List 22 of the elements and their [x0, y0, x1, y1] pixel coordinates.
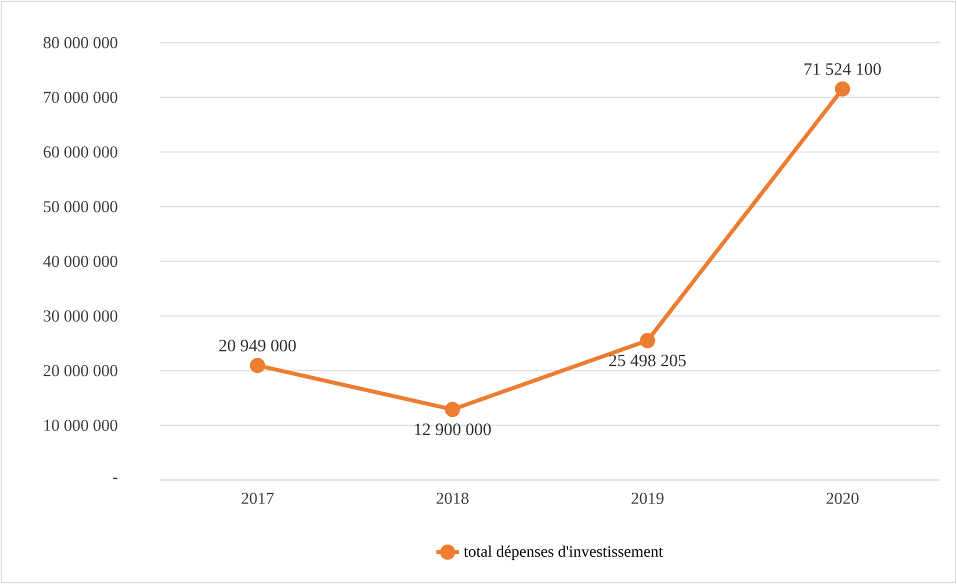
y-tick-label: 30 000 000	[44, 310, 118, 322]
y-tick-label: 60 000 000	[44, 146, 118, 158]
point	[250, 358, 266, 374]
point	[834, 81, 850, 97]
x-tick-label: 2020	[826, 492, 859, 504]
x-tick-label: 2018	[436, 492, 469, 504]
x-tick-label: 2017	[242, 492, 274, 504]
y-tick-label: 10 000 000	[44, 420, 118, 431]
y-tick-label: 70 000 000	[44, 92, 118, 103]
y-tick-label: 20 000 000	[44, 365, 118, 376]
data-label: 25 498 205	[609, 354, 686, 366]
data-label: 20 949 000	[219, 340, 296, 352]
x-tick-label: 2019	[632, 492, 664, 504]
y-tick-label: 50 000 000	[44, 201, 118, 212]
point	[444, 402, 460, 418]
data-label: 71 524 100	[804, 63, 881, 75]
y-tick-label: -	[113, 478, 118, 479]
point	[640, 333, 656, 348]
data-label: 12 900 000	[415, 424, 491, 436]
y-tick-label: 40 000 000	[43, 256, 118, 267]
legend-label: total dépenses d'investissement	[464, 546, 663, 560]
y-tick-label: 80 000 000	[44, 37, 118, 48]
